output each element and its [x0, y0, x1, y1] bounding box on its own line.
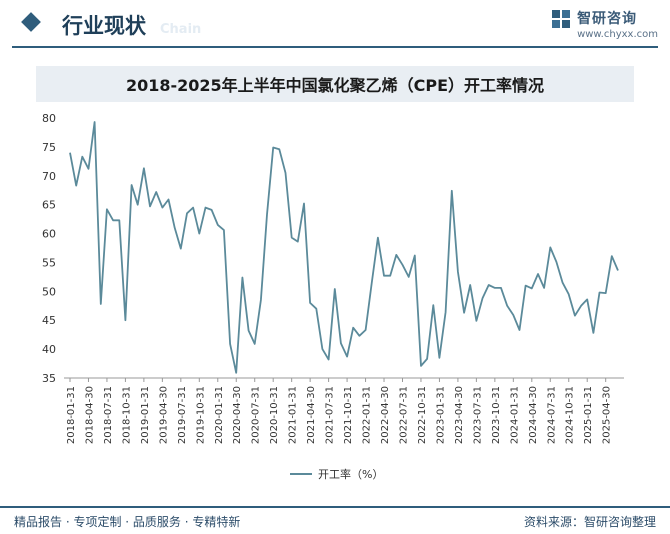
x-tick-label: 2019-10-31 [195, 386, 206, 444]
y-tick-label: 60 [42, 228, 56, 241]
y-tick-label: 45 [42, 314, 56, 327]
footer-tagline: 精品报告 · 专项定制 · 品质服务 · 专精特新 [14, 515, 241, 529]
y-tick-label: 75 [42, 141, 56, 154]
x-tick-label: 2021-07-31 [325, 386, 336, 444]
y-tick-label: 80 [42, 112, 56, 125]
x-tick-label: 2020-07-31 [251, 386, 262, 444]
x-tick-label: 2022-10-31 [417, 386, 428, 444]
section-title: 行业现状 [62, 14, 146, 38]
x-tick-label: 2018-01-31 [66, 386, 77, 444]
x-tick-label: 2024-01-31 [509, 386, 520, 444]
x-tick-label: 2022-01-31 [362, 386, 373, 444]
brand-logo-icon [552, 10, 571, 28]
x-tick-label: 2022-04-30 [380, 386, 391, 444]
x-tick-label: 2019-04-30 [158, 386, 169, 444]
x-tick-label: 2021-10-31 [343, 386, 354, 444]
brand-url: www.chyxx.com [577, 29, 658, 40]
chart-title: 2018-2025年上半年中国氯化聚乙烯（CPE）开工率情况 [125, 76, 545, 95]
series-line [69, 121, 619, 374]
y-tick-label: 55 [42, 256, 56, 269]
x-tick-label: 2018-07-31 [103, 386, 114, 444]
x-tick-label: 2020-10-31 [269, 386, 280, 444]
x-tick-label: 2023-01-31 [435, 386, 446, 444]
legend-swatch [290, 473, 312, 475]
x-tick-label: 2019-07-31 [177, 386, 188, 444]
x-tick-label: 2025-04-30 [602, 386, 613, 444]
x-tick-label: 2024-10-31 [565, 386, 576, 444]
y-tick-label: 65 [42, 199, 56, 212]
x-tick-label: 2023-04-30 [454, 386, 465, 444]
section-subtitle: Chain [160, 22, 202, 37]
footer-source: 资料来源：智研咨询整理 [523, 515, 656, 529]
y-tick-label: 70 [42, 170, 56, 183]
header-divider [12, 46, 658, 48]
x-tick-label: 2020-04-30 [232, 386, 243, 444]
x-tick-label: 2020-01-31 [214, 386, 225, 444]
chart-title-bar: 2018-2025年上半年中国氯化聚乙烯（CPE）开工率情况 [36, 66, 634, 102]
footer-divider [0, 506, 670, 508]
brand-name: 智研咨询 [577, 11, 638, 27]
x-tick-label: 2018-10-31 [121, 386, 132, 444]
x-tick-label: 2024-07-31 [546, 386, 557, 444]
y-tick-label: 35 [42, 372, 56, 385]
x-tick-label: 2021-04-30 [306, 386, 317, 444]
x-tick-label: 2024-04-30 [528, 386, 539, 444]
x-tick-label: 2021-01-31 [288, 386, 299, 444]
legend: 开工率（%） [290, 466, 383, 482]
x-tick-label: 2023-10-31 [491, 386, 502, 444]
x-tick-label: 2019-01-31 [140, 386, 151, 444]
header: 行业现状 Chain 智研咨询 www.chyxx.com [0, 0, 670, 50]
y-tick-label: 40 [42, 343, 56, 356]
brand-block: 智研咨询 www.chyxx.com [552, 8, 658, 40]
legend-label: 开工率（%） [318, 468, 384, 481]
x-tick-label: 2023-07-31 [472, 386, 483, 444]
y-tick-label: 50 [42, 285, 56, 298]
x-tick-label: 2018-04-30 [84, 386, 95, 444]
x-tick-label: 2025-01-31 [583, 386, 594, 444]
x-tick-label: 2022-07-31 [398, 386, 409, 444]
